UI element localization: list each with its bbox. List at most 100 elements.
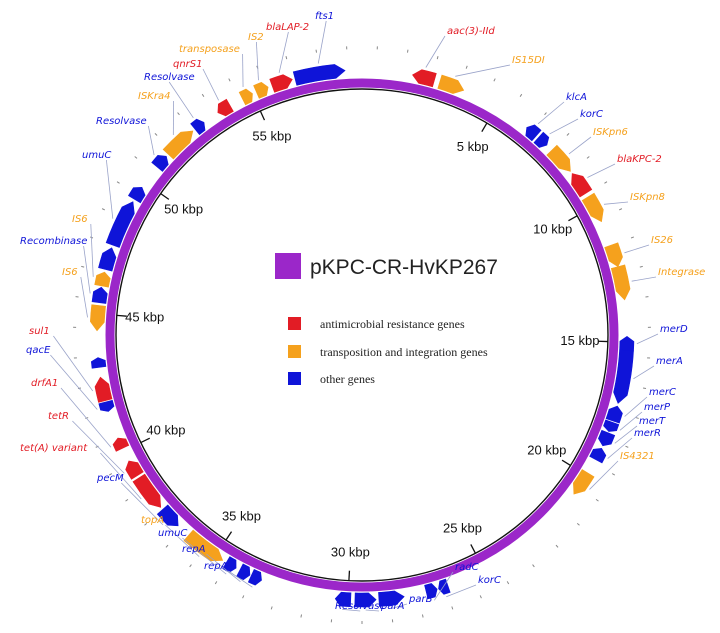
title-group: pKPC-CR-HvKP267 [275, 253, 498, 279]
gene-label-parb: parB [408, 594, 433, 605]
minor-tick [618, 208, 623, 211]
gene-arrow-is15di [437, 74, 465, 94]
minor-tick [134, 156, 138, 159]
leader-line [631, 276, 657, 282]
gene-arrow-repa [247, 568, 262, 586]
minor-tick [189, 564, 192, 568]
leader-line [228, 570, 253, 588]
gene-arrow-umuc [105, 201, 135, 248]
gene-arrow-korc [533, 131, 550, 148]
leader-line [446, 584, 477, 598]
leader-line [60, 387, 112, 448]
kbp-label-45: 45 kbp [125, 310, 164, 325]
major-tick [225, 531, 233, 541]
legend: antimicrobial resistance genes transposi… [288, 317, 488, 386]
gene-labels: aac(3)-IId IS15DI klcA korC ISKpn6 blaKPC-2 IS… [20, 11, 705, 612]
kbp-label-20: 20 kbp [527, 443, 566, 458]
major-tick [116, 314, 127, 317]
leader-line [317, 20, 327, 64]
gene-label-pecm: pecM [96, 473, 124, 484]
gene-arrow-sul1 [94, 376, 113, 403]
minor-tick [519, 93, 523, 97]
minor-tick [108, 473, 113, 476]
gene-label-is2: IS2 [248, 32, 264, 43]
gene-arrow-para [354, 592, 377, 608]
gene-label-tetr: tetR [48, 411, 69, 422]
gene-arrow-transposase [238, 88, 253, 106]
minor-tick [555, 544, 559, 548]
gene-label-umuc: umuC [158, 528, 187, 539]
gene-arrow-resolvase [334, 591, 352, 608]
gene-arrow-mera [613, 349, 634, 404]
gene-label-aac-3-iid: aac(3)-IId [447, 26, 495, 37]
minor-tick [214, 581, 218, 585]
gene-features [90, 64, 635, 608]
minor-tick [465, 65, 468, 69]
leader-line [568, 136, 592, 155]
gene-label-is26: IS26 [651, 235, 673, 246]
leader-line [342, 608, 361, 612]
gene-arrow-iskpn8 [581, 192, 604, 223]
gene-arrow-aac-3-iid [412, 69, 437, 88]
gene-label-resolvase: Resolvase [335, 601, 386, 612]
gene-label-recombinase: Recombinase [20, 236, 87, 247]
major-tick [140, 437, 151, 444]
gene-arrow-resolvase [190, 118, 206, 136]
minor-tick [285, 56, 288, 60]
leader-line [425, 35, 446, 68]
minor-tick [532, 564, 535, 568]
gene-arrow-is4321 [573, 469, 595, 495]
leader-line [50, 354, 98, 410]
gene-arrow-unlabeled-31 [90, 357, 107, 369]
minor-tick [242, 595, 245, 599]
minor-tick [595, 498, 599, 502]
gene-arrow-blakpc-2 [571, 173, 593, 198]
gene-arrow-korc [438, 578, 451, 595]
major-tick [160, 193, 170, 200]
minor-tick [228, 78, 231, 82]
leader-line [392, 603, 408, 609]
gene-arrow-qace [98, 399, 115, 412]
leader-line [587, 163, 616, 178]
gene-arrow-merc [605, 405, 623, 424]
leader-line [636, 333, 659, 345]
minor-tick [154, 133, 158, 136]
legend-swatch-resistance [288, 317, 301, 330]
gene-arrow-iskpn6 [546, 144, 571, 172]
gene-arrow-tet-a-variant [132, 473, 162, 508]
minor-tick [639, 265, 643, 268]
leader-line [121, 482, 164, 526]
gene-label-transposase: transposase [179, 44, 240, 55]
gene-label-merd: merD [660, 324, 688, 335]
leader-line [202, 68, 219, 101]
gene-arrow-merd [619, 336, 635, 352]
minor-tick [125, 498, 129, 502]
minor-tick [493, 78, 496, 82]
minor-tick [635, 417, 639, 419]
minor-tick [604, 181, 608, 184]
minor-tick [116, 181, 120, 184]
kbp-label-5: 5 kbp [457, 139, 489, 154]
major-tick [259, 110, 266, 121]
gene-label-sul1: sul1 [29, 326, 50, 337]
leader-line [256, 41, 259, 81]
gene-label-is6: IS6 [62, 267, 78, 278]
gene-arrow-integrase [610, 264, 631, 301]
gene-arrow-is6 [90, 304, 106, 332]
gene-leader-lines [50, 20, 659, 612]
leader-line [434, 571, 454, 601]
leader-line [619, 411, 643, 431]
plasmid-backbone [105, 78, 619, 592]
leader-line [206, 553, 241, 582]
kbp-label-35: 35 kbp [222, 509, 261, 524]
legend-label-transposition: transposition and integration genes [320, 345, 488, 359]
gene-arrow-resolvase [151, 155, 169, 172]
minor-tick [586, 156, 590, 159]
leader-line [165, 524, 200, 557]
leader-line [365, 609, 380, 612]
gene-label-is4321: IS4321 [620, 451, 655, 462]
gene-arrow-merp [603, 419, 620, 432]
legend-item-other: other genes [288, 372, 375, 386]
gene-arrow-klca [525, 124, 542, 142]
leader-line [624, 244, 650, 254]
